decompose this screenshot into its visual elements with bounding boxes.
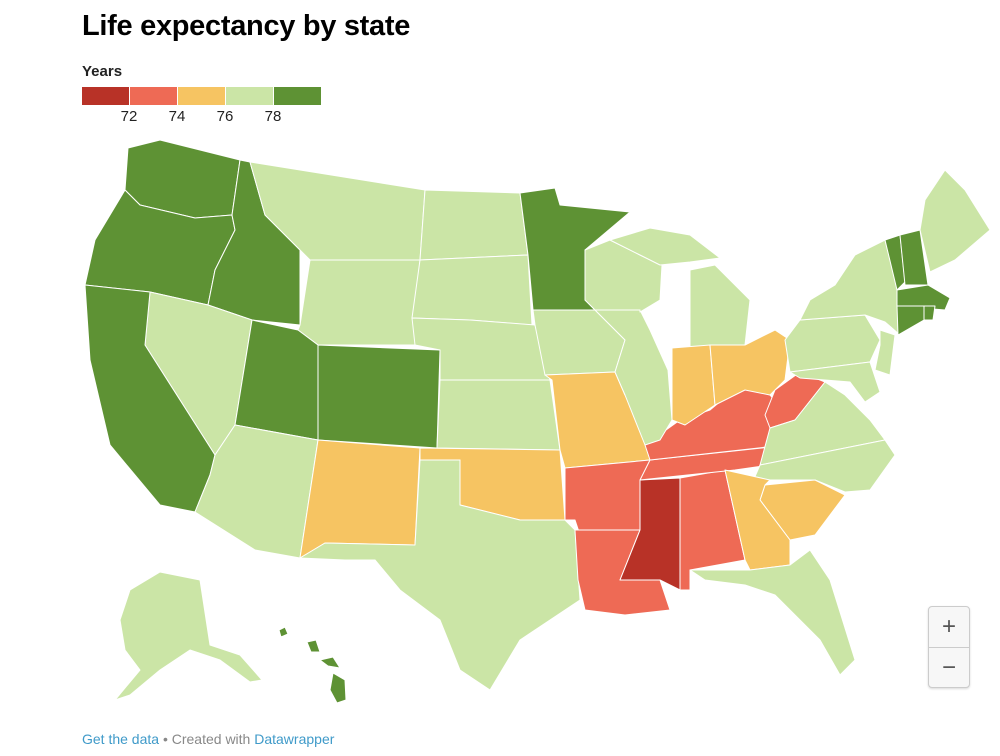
legend-ticks: 72 74 76 78: [82, 108, 332, 128]
zoom-in-button[interactable]: +: [929, 607, 969, 648]
state-ME[interactable]: [919, 169, 991, 273]
state-CT[interactable]: [896, 305, 925, 336]
zoom-out-button[interactable]: −: [941, 654, 956, 681]
state-NJ[interactable]: [874, 329, 896, 376]
zoom-controls: + −: [928, 606, 970, 688]
legend-tick: 78: [264, 108, 282, 125]
datawrapper-link[interactable]: Datawrapper: [254, 731, 335, 747]
footer: Get the data • Created with Datawrapper: [82, 731, 334, 747]
footer-separator: • Created with: [159, 731, 255, 747]
state-GA[interactable]: [724, 469, 791, 571]
legend-title: Years: [82, 63, 123, 80]
state-CO[interactable]: [317, 344, 441, 449]
legend-tick: 76: [216, 108, 234, 125]
state-HI[interactable]: [306, 639, 321, 653]
state-HI[interactable]: [319, 656, 341, 669]
state-WY[interactable]: [297, 259, 421, 346]
state-HI[interactable]: [278, 626, 289, 638]
state-KS[interactable]: [436, 379, 561, 451]
state-TX[interactable]: [299, 459, 581, 691]
state-HI[interactable]: [329, 672, 347, 704]
state-IN[interactable]: [671, 344, 716, 426]
state-MA[interactable]: [896, 284, 951, 311]
state-MD[interactable]: [789, 361, 881, 403]
legend-swatch-0: [82, 87, 129, 105]
state-NM[interactable]: [299, 439, 421, 559]
get-data-link[interactable]: Get the data: [82, 731, 160, 747]
legend-swatch-4: [274, 87, 321, 105]
state-AR[interactable]: [564, 459, 651, 536]
legend-swatch-3: [226, 87, 273, 105]
state-SD[interactable]: [411, 254, 533, 326]
legend-tick: 72: [120, 108, 138, 125]
state-IL[interactable]: [594, 309, 673, 446]
legend-swatch-1: [130, 87, 177, 105]
state-ND[interactable]: [419, 189, 529, 261]
state-MI-upper[interactable]: [609, 227, 721, 266]
state-RI[interactable]: [923, 305, 936, 321]
chart-title: Life expectancy by state: [82, 10, 411, 42]
legend-swatch-2: [178, 87, 225, 105]
state-AK[interactable]: [114, 571, 263, 701]
state-OH[interactable]: [709, 329, 791, 406]
color-legend: [82, 87, 322, 105]
legend-tick: 74: [168, 108, 186, 125]
state-MI[interactable]: [689, 264, 751, 351]
state-FL[interactable]: [689, 549, 856, 676]
